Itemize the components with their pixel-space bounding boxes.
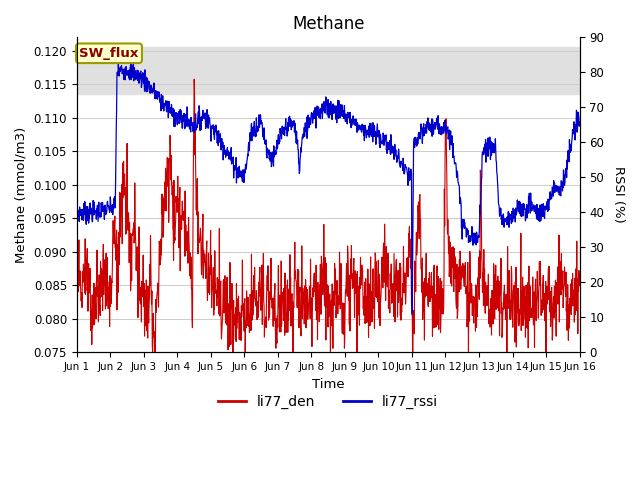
Text: SW_flux: SW_flux: [79, 47, 139, 60]
Bar: [77, 48, 580, 94]
Title: Methane: Methane: [292, 15, 364, 33]
Y-axis label: RSSI (%): RSSI (%): [612, 167, 625, 223]
Y-axis label: Methane (mmol/m3): Methane (mmol/m3): [15, 127, 28, 263]
Legend: li77_den, li77_rssi: li77_den, li77_rssi: [212, 389, 444, 415]
X-axis label: Time: Time: [312, 377, 344, 391]
